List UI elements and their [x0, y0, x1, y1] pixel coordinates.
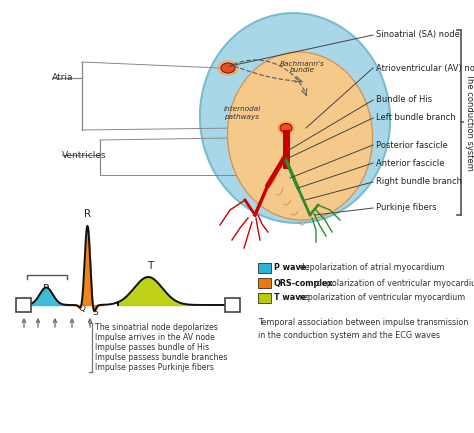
Text: Anterior fascicle: Anterior fascicle — [376, 158, 445, 168]
Text: Bundle of His: Bundle of His — [376, 96, 432, 104]
Text: S: S — [92, 308, 98, 317]
Text: Q: Q — [79, 304, 85, 313]
Text: The sinoatrial node depolarizes: The sinoatrial node depolarizes — [95, 323, 218, 333]
Bar — [258, 278, 271, 288]
Text: T wave:: T wave: — [274, 294, 309, 303]
Text: Atrioventricular (AV) node: Atrioventricular (AV) node — [376, 64, 474, 72]
Text: P: P — [43, 284, 49, 294]
Text: Posterior fascicle: Posterior fascicle — [376, 140, 448, 149]
Text: Temporal association between impulse transmission
in the conduction system and t: Temporal association between impulse tra… — [258, 318, 468, 340]
Text: depolarization of ventricular myocardium: depolarization of ventricular myocardium — [314, 278, 474, 288]
Text: QRS-complex:: QRS-complex: — [274, 278, 337, 288]
Text: Impulse passes Purkinje fibers: Impulse passes Purkinje fibers — [95, 363, 214, 372]
Ellipse shape — [221, 63, 235, 73]
Ellipse shape — [280, 123, 292, 132]
Bar — [258, 263, 271, 273]
Text: Right bundle branch: Right bundle branch — [376, 178, 462, 187]
Text: P wave:: P wave: — [274, 264, 310, 272]
Text: Atria: Atria — [52, 74, 73, 83]
Text: depolarization of atrial myocardium: depolarization of atrial myocardium — [297, 264, 445, 272]
Text: repolarization of ventricular myocardium: repolarization of ventricular myocardium — [297, 294, 465, 303]
Ellipse shape — [217, 60, 239, 76]
Ellipse shape — [277, 121, 295, 135]
Bar — [258, 293, 271, 303]
Text: Purkinje fibers: Purkinje fibers — [376, 204, 437, 213]
Text: R: R — [84, 209, 91, 219]
Bar — [225, 298, 240, 312]
Text: Sinoatrial (SA) node: Sinoatrial (SA) node — [376, 30, 460, 39]
Text: Impulse arrives in the AV node: Impulse arrives in the AV node — [95, 333, 215, 343]
Ellipse shape — [200, 13, 390, 223]
Text: Impulse passes bundle of His: Impulse passes bundle of His — [95, 343, 209, 352]
Text: T: T — [147, 261, 153, 271]
Text: Bachmann's
bundle: Bachmann's bundle — [280, 61, 324, 74]
Text: Left bundle branch: Left bundle branch — [376, 113, 456, 123]
Text: Ventricles: Ventricles — [62, 151, 107, 159]
Text: Impulse passess bundle branches: Impulse passess bundle branches — [95, 353, 228, 362]
Bar — [16, 298, 31, 312]
Text: Internodal
pathways: Internodal pathways — [223, 107, 261, 120]
Ellipse shape — [228, 52, 373, 220]
Text: The conduction system: The conduction system — [465, 73, 474, 171]
